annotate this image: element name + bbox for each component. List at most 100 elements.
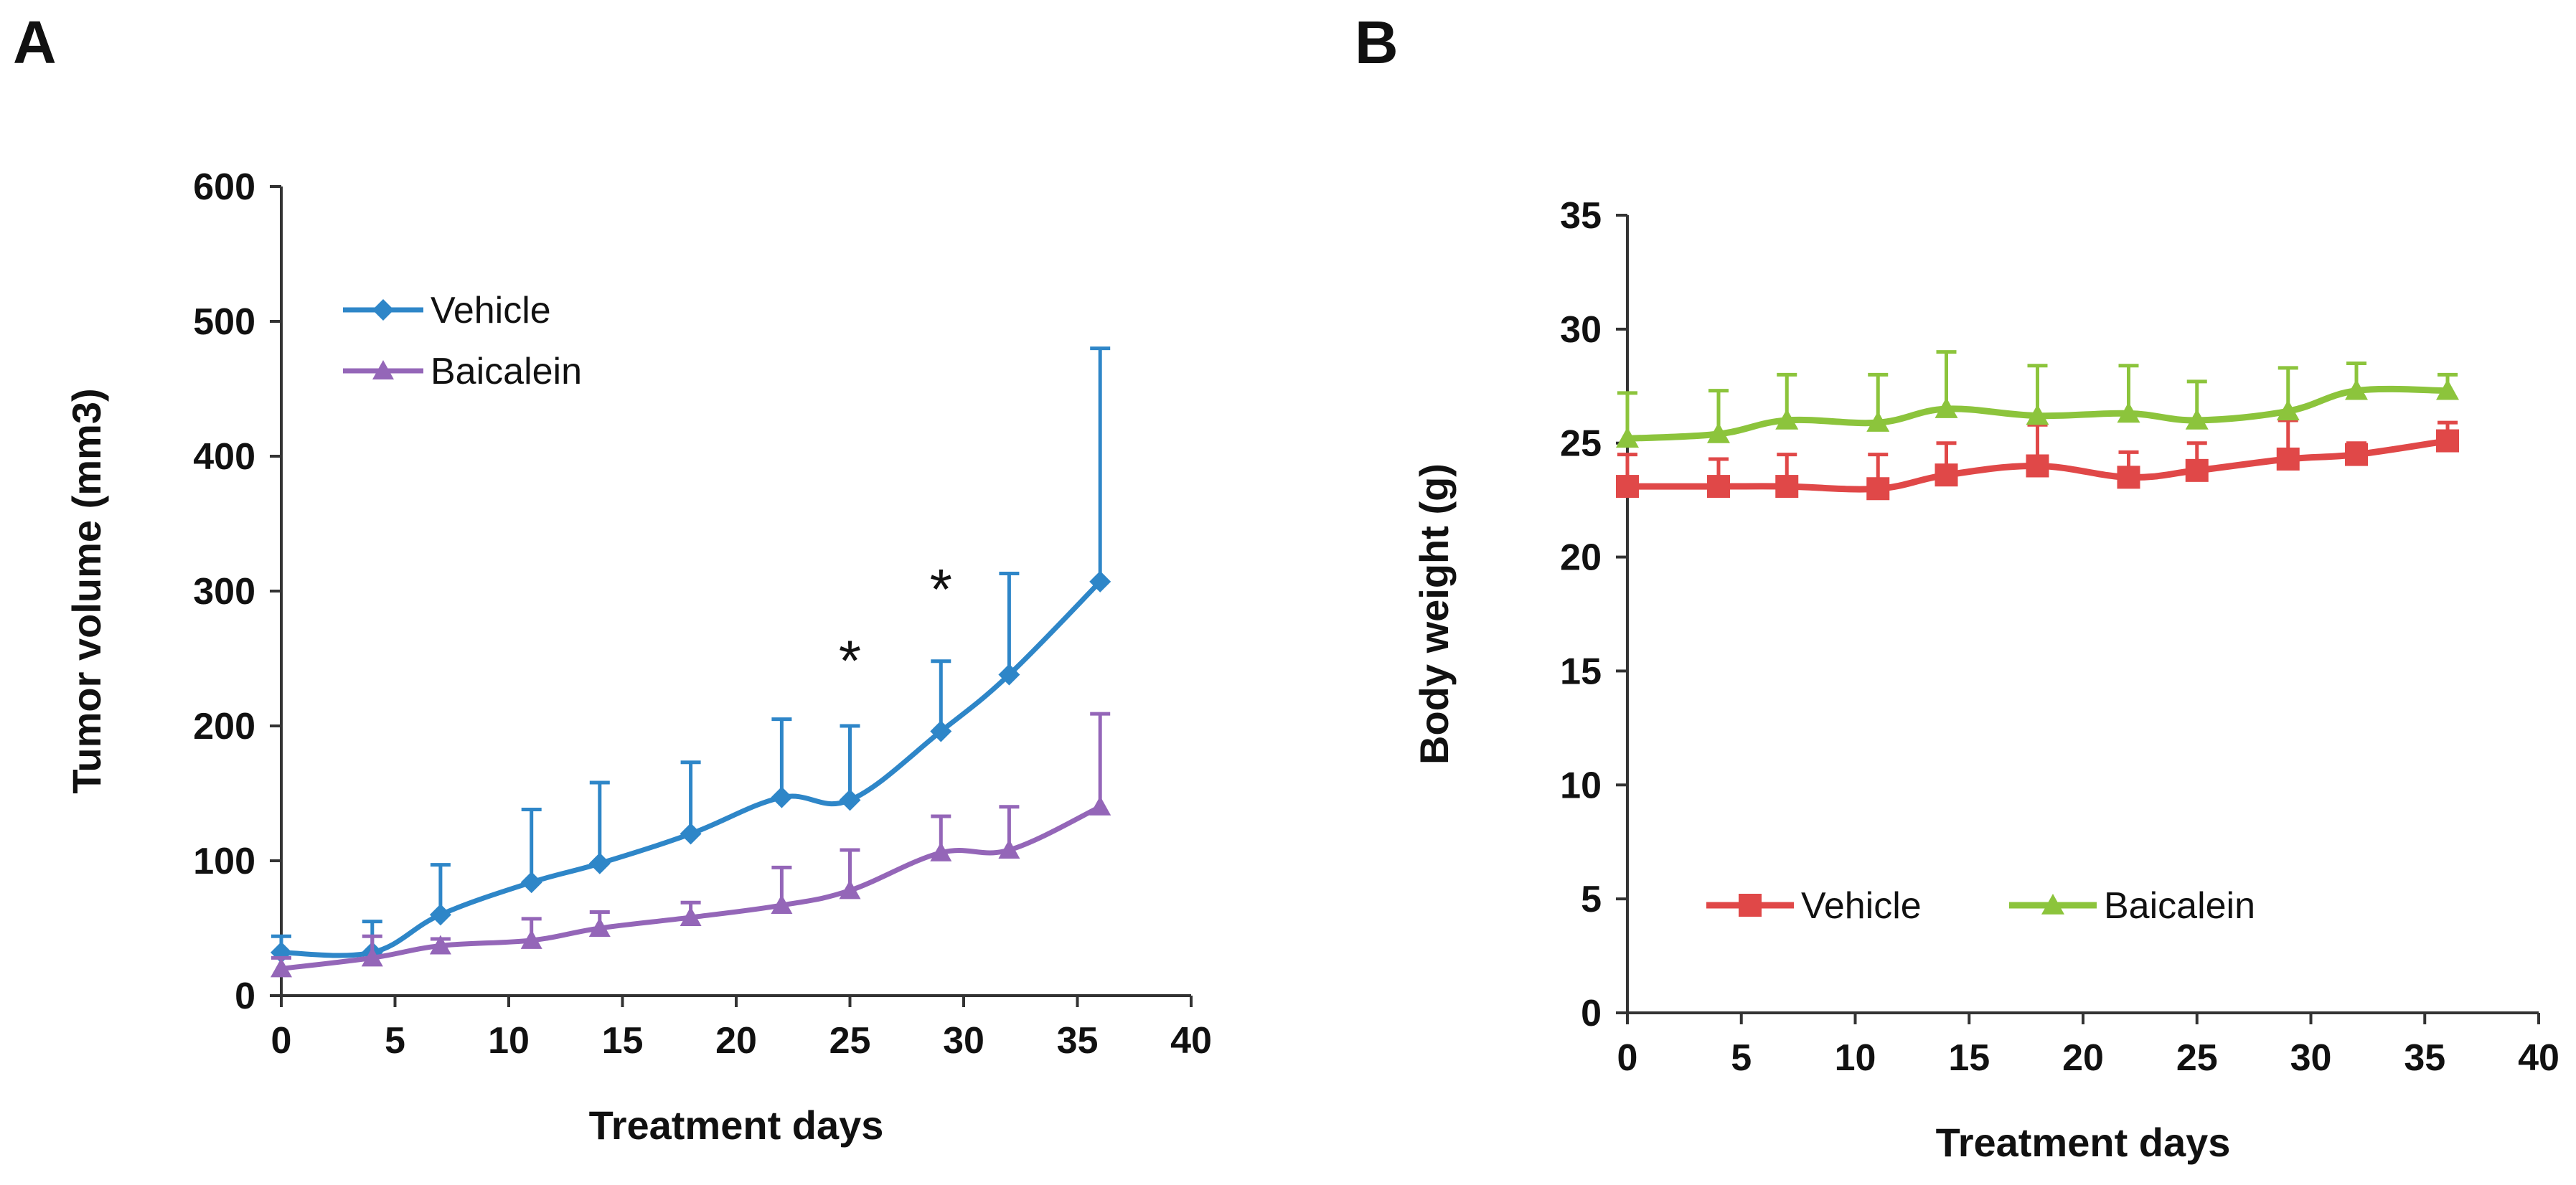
data-point <box>429 935 451 955</box>
x-tick-label: 40 <box>2518 1037 2559 1079</box>
y-tick-label: 500 <box>193 301 255 343</box>
data-point <box>271 958 292 978</box>
data-point <box>771 894 793 915</box>
significance-star: * <box>930 557 952 621</box>
x-axis-title: Treatment days <box>589 1103 884 1148</box>
data-point <box>588 917 611 937</box>
y-tick-label: 20 <box>1560 537 1602 579</box>
data-point <box>2276 447 2300 471</box>
data-point <box>2185 408 2209 430</box>
series-vehicle <box>1616 418 2459 501</box>
x-tick-label: 20 <box>715 1020 757 1062</box>
panel-a: A 0 5 10 15 20 25 30 35 400100200300400500600Tre… <box>13 9 1212 1148</box>
data-point <box>1866 477 1890 501</box>
legend-marker <box>372 360 394 379</box>
x-tick-label: 25 <box>2176 1037 2218 1079</box>
legend-label: Vehicle <box>431 290 551 331</box>
data-point <box>2117 402 2140 423</box>
legend-marker <box>372 299 394 321</box>
data-point <box>1616 427 1639 448</box>
x-tick-label: 40 <box>1170 1020 1212 1062</box>
y-tick-label: 0 <box>1581 993 1602 1034</box>
y-tick-label: 600 <box>193 166 255 208</box>
series-vehicle <box>271 346 1111 963</box>
data-point <box>998 839 1020 859</box>
panel-label-b: B <box>1355 9 1399 76</box>
data-point <box>1866 411 1890 432</box>
x-tick-label: 20 <box>2062 1037 2104 1079</box>
legend: Vehicle Baicalein <box>1706 885 2255 927</box>
data-point <box>771 786 793 808</box>
data-point <box>2345 379 2368 400</box>
y-tick-label: 5 <box>1581 879 1602 920</box>
data-point <box>1089 795 1111 816</box>
y-axis-title: Body weight (g) <box>1411 463 1457 765</box>
x-tick-label: 15 <box>1948 1037 1990 1079</box>
data-point <box>2026 404 2049 425</box>
data-point <box>2026 454 2049 478</box>
data-point <box>680 906 702 926</box>
y-tick-label: 400 <box>193 436 255 478</box>
data-point <box>429 904 451 926</box>
data-point <box>1775 475 1799 499</box>
y-tick-label: 300 <box>193 571 255 613</box>
x-tick-label: 10 <box>488 1020 530 1062</box>
y-tick-label: 100 <box>193 841 255 882</box>
x-tick-label: 25 <box>829 1020 871 1062</box>
data-point <box>680 823 702 845</box>
significance-star: * <box>839 629 861 693</box>
y-tick-label: 200 <box>193 706 255 747</box>
data-point <box>930 720 952 742</box>
data-point <box>2117 466 2140 489</box>
x-tick-label: 35 <box>2404 1037 2445 1079</box>
y-axis-title: Tumor volume (mm3) <box>64 388 109 793</box>
x-tick-label: 30 <box>2290 1037 2332 1079</box>
data-point <box>2436 379 2459 400</box>
panel-b: B 0 5 10 15 20 25 30 35 40 0 5 10 15 20 25 30 35 Treatmen… <box>1355 9 2559 1165</box>
data-point <box>1935 397 1958 418</box>
series-line <box>281 580 1102 958</box>
data-point <box>1616 475 1639 499</box>
y-tick-label: 25 <box>1560 423 1602 465</box>
data-point <box>839 789 861 811</box>
y-tick-label: 35 <box>1560 195 1602 237</box>
data-point <box>1775 408 1799 430</box>
data-point <box>1707 475 1730 499</box>
data-point <box>839 879 861 900</box>
legend-marker <box>1739 894 1762 917</box>
legend-label: Vehicle <box>1801 885 1922 927</box>
panel-label-a: A <box>13 9 57 76</box>
data-point <box>1935 463 1958 487</box>
y-tick-label: 0 <box>235 976 255 1017</box>
legend-label: Baicalein <box>2104 885 2255 927</box>
data-point <box>588 852 611 874</box>
data-point <box>520 872 542 894</box>
data-point <box>1089 570 1111 592</box>
legend-label: Baicalein <box>431 351 582 392</box>
x-tick-label: 5 <box>1731 1037 1752 1079</box>
data-point <box>2276 400 2300 421</box>
x-tick-label: 0 <box>271 1020 292 1062</box>
data-point <box>1707 422 1730 443</box>
y-tick-label: 15 <box>1560 651 1602 692</box>
data-point <box>930 841 952 861</box>
data-point <box>2185 458 2209 482</box>
x-tick-label: 30 <box>943 1020 984 1062</box>
x-tick-label: 0 <box>1617 1037 1638 1079</box>
x-tick-label: 5 <box>385 1020 405 1062</box>
x-axis-title: Treatment days <box>1936 1120 2231 1165</box>
data-point <box>361 947 383 967</box>
series-baicalein <box>1616 350 2459 448</box>
data-point <box>520 929 542 949</box>
data-point <box>998 664 1020 686</box>
x-tick-label: 10 <box>1835 1037 1876 1079</box>
x-tick-label: 15 <box>602 1020 644 1062</box>
data-point <box>2345 443 2368 466</box>
legend-marker <box>2041 894 2064 915</box>
data-point <box>2436 429 2459 453</box>
y-tick-label: 30 <box>1560 309 1602 351</box>
legend: Vehicle Baicalein <box>343 290 582 392</box>
series-baicalein <box>271 712 1111 978</box>
x-tick-label: 35 <box>1057 1020 1099 1062</box>
y-tick-label: 10 <box>1560 765 1602 806</box>
